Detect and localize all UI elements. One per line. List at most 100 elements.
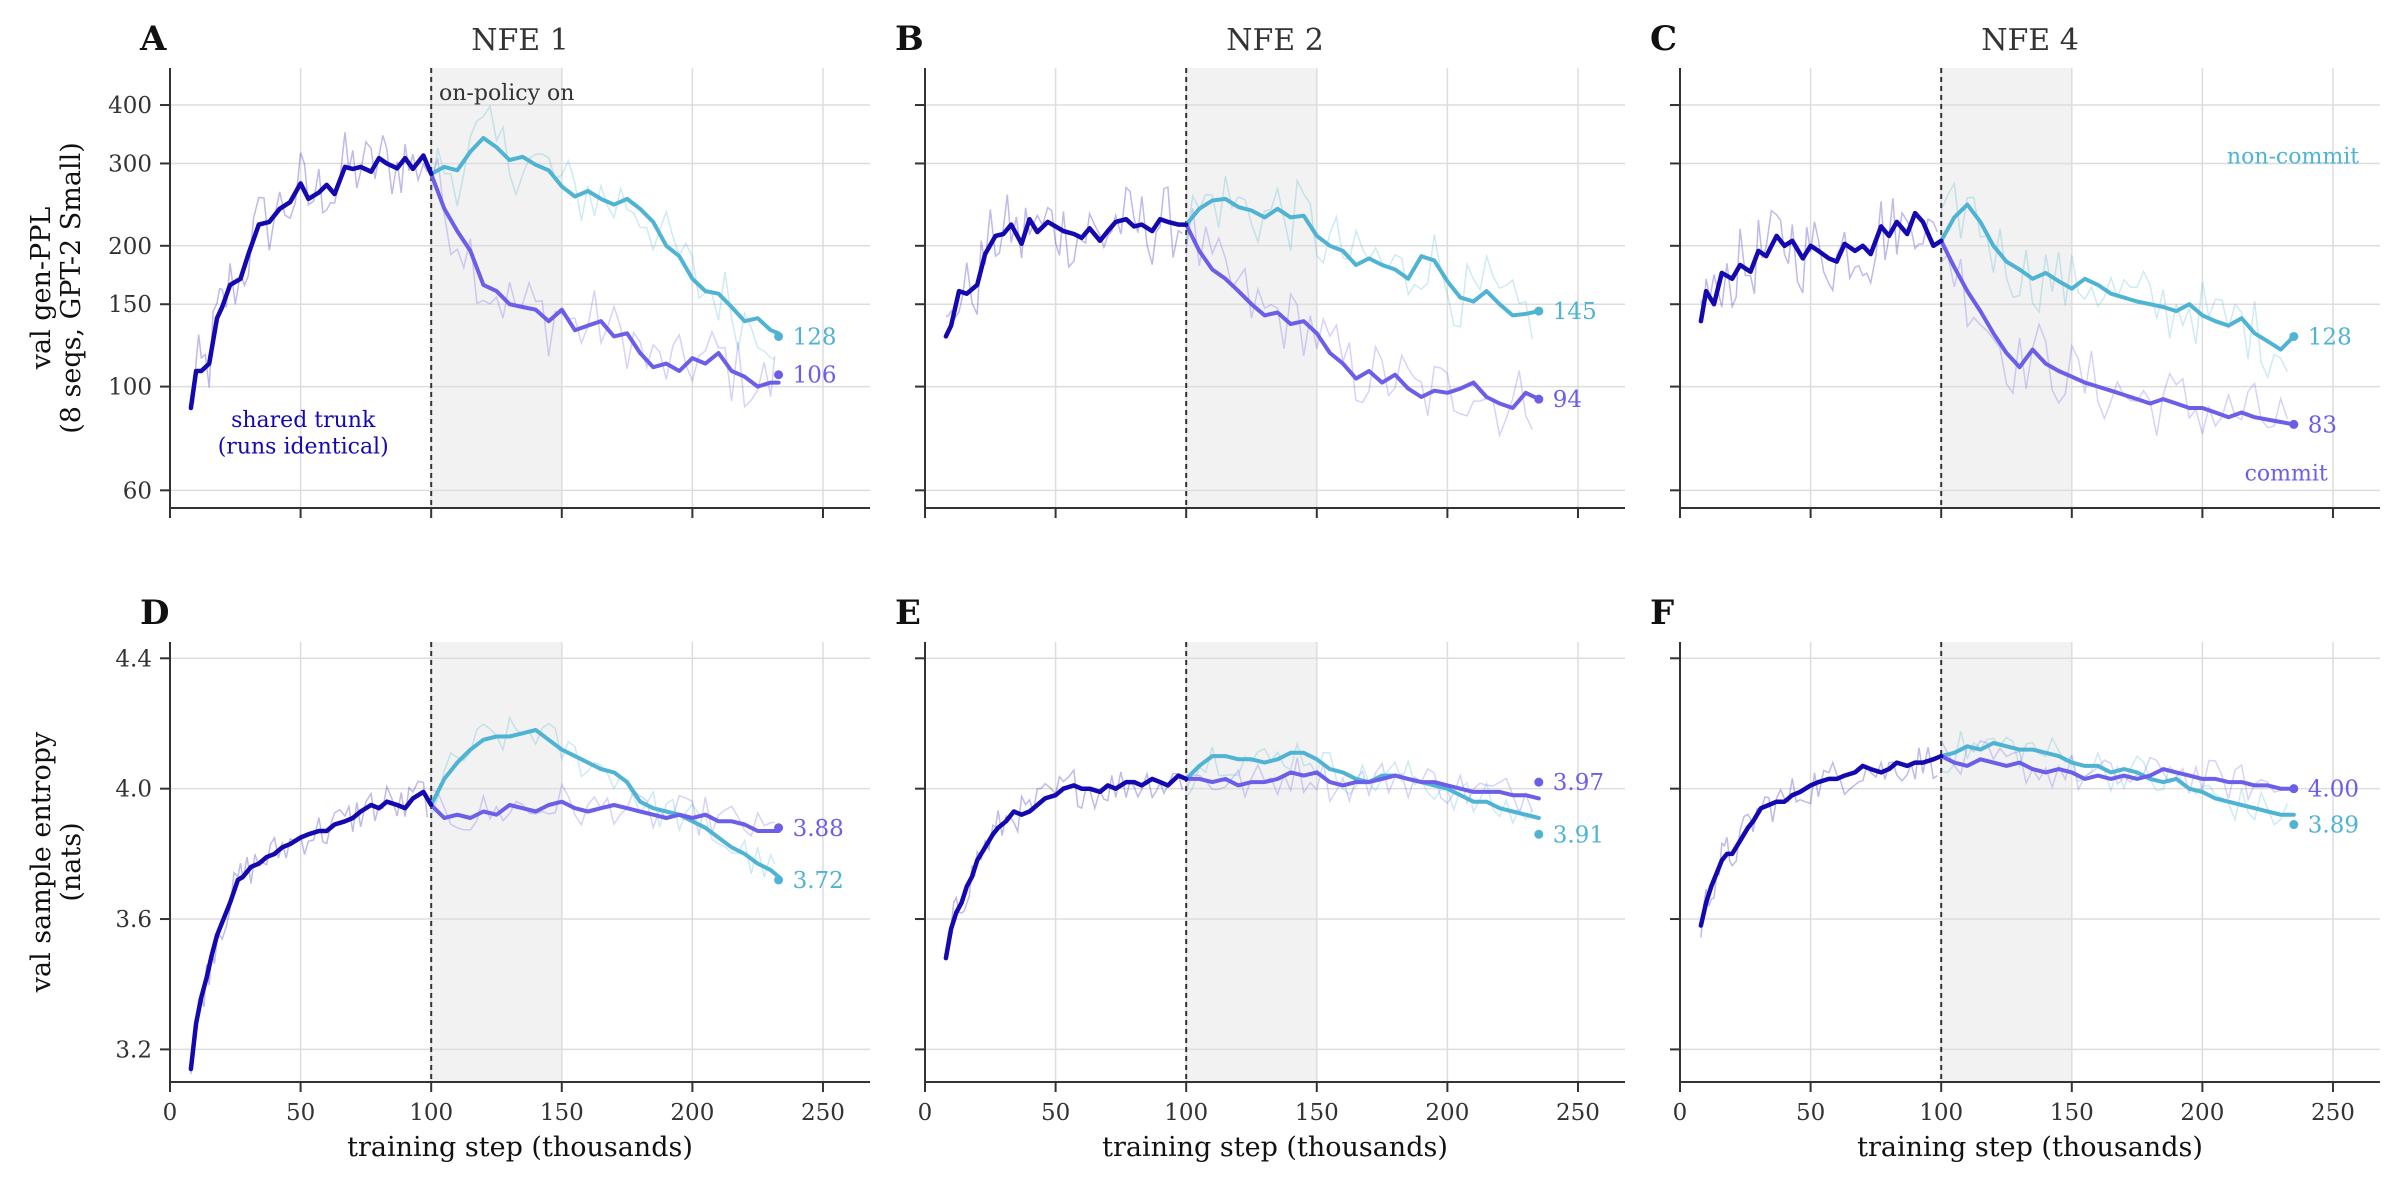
y-tick-label: 4.0: [115, 777, 152, 803]
x-tick-label: 150: [540, 1100, 584, 1126]
y-tick-label: 60: [123, 478, 152, 504]
x-tick-label: 250: [801, 1100, 845, 1126]
series-line-shared-trunk: [1698, 753, 1944, 928]
x-tick-label: 250: [1556, 1100, 1600, 1126]
end-marker: [774, 875, 784, 885]
end-label: 3.88: [793, 816, 844, 842]
annotation: on-policy on: [439, 81, 574, 106]
end-label: 106: [793, 363, 837, 389]
raw-trace-shared-trunk: [190, 132, 428, 404]
end-label: 94: [1553, 387, 1582, 413]
raw-trace-commit: [1185, 757, 1534, 816]
y-tick-label: 100: [108, 375, 152, 401]
x-tick-label: 200: [2180, 1100, 2224, 1126]
end-marker: [774, 370, 784, 380]
series-line-shared-trunk: [188, 153, 434, 411]
series-line-shared-trunk: [943, 216, 1189, 339]
y-axis-label: val gen-PPL(8 seqs, GPT-2 Small): [26, 142, 87, 434]
panel-b: 145 94 B NFE 2: [895, 19, 1625, 518]
series-line-shared-trunk: [1698, 210, 1944, 324]
end-label: 83: [2308, 412, 2337, 438]
panel-d: 3.88 3.72 0 50 100 150 200 250 3.2 3.6 4.0 4.4 Dtrai…: [26, 593, 870, 1163]
x-tick-label: 100: [409, 1100, 453, 1126]
panel-letter: C: [1650, 19, 1677, 59]
panel-letter: A: [139, 19, 167, 59]
y-tick-label: 4.4: [115, 646, 152, 672]
end-marker: [2289, 419, 2299, 429]
panel-title: NFE 2: [1226, 23, 1324, 58]
end-label: 128: [793, 324, 837, 350]
panel-letter: E: [895, 593, 921, 633]
y-tick-label: 3.6: [115, 907, 152, 933]
x-axis-label: training step (thousands): [1857, 1132, 2203, 1163]
end-marker: [774, 823, 784, 833]
raw-trace-shared-trunk: [1700, 198, 1938, 317]
series-line-commit: [429, 799, 781, 833]
x-tick-label: 0: [918, 1100, 933, 1126]
series-line-commit: [1184, 222, 1541, 410]
x-tick-label: 50: [286, 1100, 315, 1126]
x-tick-label: 100: [1164, 1100, 1208, 1126]
end-marker: [1534, 829, 1544, 839]
raw-trace-shared-trunk: [1700, 747, 1938, 938]
on-policy-shade: [1186, 642, 1317, 1082]
annotation: (runs identical): [218, 434, 389, 459]
y-tick-label: 300: [108, 151, 152, 177]
x-tick-label: 150: [2050, 1100, 2094, 1126]
series-line-shared-trunk: [188, 789, 434, 1072]
on-policy-shade: [1941, 642, 2072, 1082]
raw-trace-shared-trunk: [945, 768, 1184, 957]
end-marker: [2289, 820, 2299, 830]
on-policy-shade: [431, 642, 562, 1082]
x-tick-label: 150: [1295, 1100, 1339, 1126]
series-line-commit: [1939, 754, 2296, 791]
raw-trace-commit: [1185, 208, 1533, 439]
end-marker: [1534, 394, 1544, 404]
end-label: 4.00: [2308, 777, 2359, 803]
annotation: commit: [2245, 461, 2328, 486]
x-axis-label: training step (thousands): [347, 1132, 693, 1163]
on-policy-shade: [431, 68, 562, 508]
panel-title: NFE 1: [471, 23, 569, 58]
x-tick-label: 50: [1796, 1100, 1825, 1126]
panel-c: 128 83 non-commit commit C NFE 4: [1650, 19, 2380, 518]
x-tick-label: 0: [1673, 1100, 1688, 1126]
end-marker: [774, 331, 784, 341]
raw-trace-shared-trunk: [945, 185, 1183, 320]
panel-title: NFE 4: [1981, 23, 2079, 58]
annotation: non-commit: [2227, 144, 2359, 169]
x-tick-label: 200: [670, 1100, 714, 1126]
panel-letter: F: [1650, 593, 1674, 633]
y-tick-label: 150: [108, 292, 152, 318]
end-label: 3.89: [2308, 813, 2359, 839]
end-label: 128: [2308, 324, 2352, 350]
series-line-non-commit: [429, 728, 781, 879]
panel-letter: D: [140, 593, 169, 633]
on-policy-shade: [1941, 68, 2072, 508]
series-line-non-commit: [1939, 202, 2296, 352]
end-label: 3.91: [1553, 822, 1604, 848]
y-tick-label: 3.2: [115, 1037, 152, 1063]
raw-trace-commit: [430, 782, 775, 838]
end-marker: [1534, 306, 1544, 316]
x-tick-label: 50: [1041, 1100, 1070, 1126]
series-line-commit: [429, 171, 781, 389]
y-tick-label: 200: [108, 234, 152, 260]
series-line-commit: [1184, 770, 1541, 801]
series-line-non-commit: [1939, 741, 2296, 817]
raw-trace-non-commit: [430, 104, 775, 361]
panel-a: 128 106 on-policy on shared trunk(runs iden…: [26, 19, 870, 518]
raw-trace-non-commit: [1185, 176, 1534, 340]
raw-trace-commit: [1940, 740, 2288, 803]
x-tick-label: 200: [1425, 1100, 1469, 1126]
panel-letter: B: [895, 19, 924, 59]
end-label: 3.72: [793, 868, 844, 894]
x-tick-label: 100: [1919, 1100, 1963, 1126]
end-marker: [1534, 777, 1544, 787]
end-label: 3.97: [1553, 770, 1604, 796]
x-axis-label: training step (thousands): [1102, 1132, 1448, 1163]
series-line-commit: [1939, 238, 2296, 427]
